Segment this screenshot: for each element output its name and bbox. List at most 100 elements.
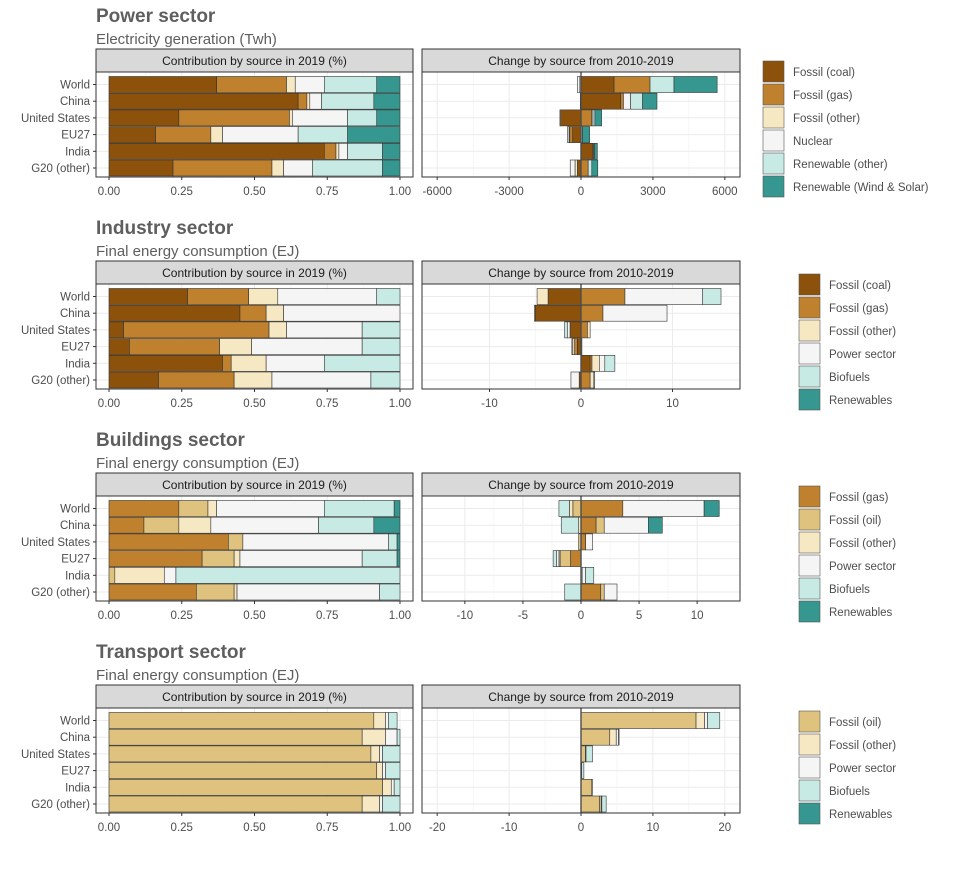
legend-swatch bbox=[799, 711, 820, 732]
legend-swatch bbox=[763, 61, 784, 82]
legend-swatch bbox=[799, 297, 820, 318]
share-tick-label: 0.00 bbox=[98, 610, 120, 622]
legend-swatch bbox=[763, 130, 784, 151]
legend-swatch bbox=[799, 803, 820, 824]
change-bar bbox=[604, 584, 617, 600]
change-bar bbox=[708, 713, 720, 729]
share-bar bbox=[217, 501, 325, 517]
change-tick-label: -20 bbox=[429, 822, 446, 834]
change-tick-label: 20 bbox=[718, 822, 731, 834]
category-label: United States bbox=[21, 537, 90, 549]
share-tick-label: 0.25 bbox=[171, 398, 193, 410]
legend-swatch bbox=[799, 389, 820, 410]
change-bar bbox=[569, 501, 572, 517]
share-tick-label: 0.50 bbox=[243, 398, 265, 410]
share-bar bbox=[339, 143, 348, 159]
change-bar bbox=[570, 322, 581, 338]
share-bar bbox=[164, 567, 176, 583]
legend-label: Fossil (coal) bbox=[793, 67, 855, 79]
share-bar bbox=[234, 551, 240, 567]
change-tick-label: 0 bbox=[578, 822, 584, 834]
share-bar bbox=[324, 501, 394, 517]
share-tick-label: 0.75 bbox=[316, 186, 338, 198]
change-bar bbox=[643, 93, 657, 109]
share-bar bbox=[298, 93, 307, 109]
share-bar bbox=[156, 127, 211, 143]
legend-label: Fossil (coal) bbox=[829, 280, 891, 292]
share-bar bbox=[397, 729, 400, 745]
change-bar bbox=[582, 763, 584, 779]
change-bar bbox=[592, 355, 599, 371]
share-bar bbox=[383, 143, 400, 159]
share-bar bbox=[295, 77, 324, 93]
category-label: India bbox=[65, 570, 91, 582]
sector-title: Transport sector bbox=[96, 642, 247, 663]
category-label: World bbox=[60, 716, 90, 728]
legend: Fossil (coal)Fossil (gas)Fossil (other)N… bbox=[763, 61, 929, 197]
share-bar bbox=[298, 127, 347, 143]
change-bar bbox=[573, 127, 581, 143]
change-tick-label: 10 bbox=[666, 398, 679, 410]
share-bar bbox=[228, 534, 243, 550]
share-bar bbox=[179, 501, 208, 517]
share-bar bbox=[179, 517, 211, 533]
legend-label: Renewable (Wind & Solar) bbox=[793, 182, 929, 194]
change-bar bbox=[595, 110, 602, 126]
legend-swatch bbox=[799, 601, 820, 622]
change-bar bbox=[575, 339, 578, 355]
share-bar bbox=[292, 110, 347, 126]
category-label: China bbox=[60, 308, 91, 320]
share-tick-label: 0.00 bbox=[98, 398, 120, 410]
change-bar bbox=[596, 517, 604, 533]
share-tick-label: 0.25 bbox=[171, 610, 193, 622]
change-bar bbox=[573, 501, 581, 517]
share-bar bbox=[391, 779, 394, 795]
share-bar bbox=[388, 713, 397, 729]
change-bar bbox=[581, 305, 603, 321]
legend-label: Fossil (gas) bbox=[829, 492, 889, 504]
legend: Fossil (gas)Fossil (oil)Fossil (other)Po… bbox=[799, 486, 896, 622]
change-bar bbox=[581, 501, 623, 517]
share-bar bbox=[374, 713, 386, 729]
change-bar bbox=[581, 584, 601, 600]
change-bar bbox=[581, 110, 592, 126]
share-bar bbox=[380, 584, 400, 600]
legend-label: Renewable (other) bbox=[793, 159, 888, 171]
category-label: EU27 bbox=[61, 766, 90, 778]
change-bar bbox=[568, 127, 569, 143]
share-bar bbox=[109, 372, 158, 388]
share-bar bbox=[336, 143, 339, 159]
share-bar bbox=[289, 110, 292, 126]
change-bar bbox=[565, 322, 568, 338]
share-bar bbox=[211, 127, 223, 143]
share-bar bbox=[348, 143, 383, 159]
share-bar bbox=[313, 160, 383, 176]
share-bar bbox=[324, 355, 400, 371]
share-bar bbox=[109, 339, 129, 355]
sector-3: Transport sector Final energy consumption… bbox=[21, 642, 896, 834]
share-bar bbox=[380, 796, 383, 812]
legend-swatch bbox=[799, 486, 820, 507]
legend: Fossil (coal)Fossil (gas)Fossil (other)P… bbox=[799, 274, 896, 410]
share-bar bbox=[383, 796, 400, 812]
legend-swatch bbox=[799, 366, 820, 387]
change-bar bbox=[561, 110, 581, 126]
share-bar bbox=[371, 746, 380, 762]
share-bar bbox=[188, 289, 249, 305]
legend-swatch bbox=[799, 780, 820, 801]
share-bar bbox=[377, 77, 400, 93]
category-label: G20 (other) bbox=[31, 587, 90, 599]
change-bar bbox=[599, 355, 604, 371]
share-bar bbox=[348, 110, 377, 126]
change-bar bbox=[537, 289, 548, 305]
change-tick-label: -10 bbox=[457, 610, 474, 622]
share-bar bbox=[266, 355, 324, 371]
legend: Fossil (oil)Fossil (other)Power sectorBi… bbox=[799, 711, 896, 824]
category-label: G20 (other) bbox=[31, 799, 90, 811]
sector-subtitle: Final energy consumption (EJ) bbox=[96, 667, 299, 684]
change-bar bbox=[534, 305, 535, 321]
share-bar bbox=[109, 305, 240, 321]
legend-label: Power sector bbox=[829, 561, 896, 573]
